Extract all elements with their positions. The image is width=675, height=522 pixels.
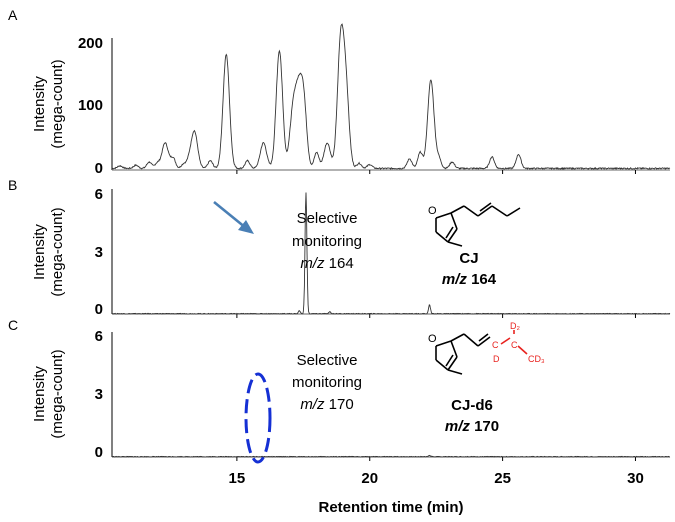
- x-tick-label: 20: [361, 470, 378, 487]
- cj-d6-oxygen: O: [428, 333, 437, 345]
- panel-b-ylabel-line2: (mega-count): [49, 207, 66, 296]
- peak-arrow: [213, 200, 254, 234]
- panel-a-ytick-mid: 100: [78, 97, 103, 114]
- cj-mz: m/z 164: [442, 271, 497, 288]
- panel-c-label: C: [8, 317, 18, 333]
- panel-b-ytick-top: 6: [95, 186, 103, 203]
- cj-d6-d1: D: [493, 354, 500, 364]
- panel-b-mz-label: m/z: [300, 255, 325, 272]
- panel-a-label: A: [8, 7, 18, 23]
- cj-d6-mz-label: m/z: [445, 418, 471, 435]
- x-tick-labels: 15 20 25 30: [229, 470, 644, 487]
- panel-b-annotation-line1: Selective: [297, 210, 358, 227]
- panel-c-ylabel-line2: (mega-count): [49, 349, 66, 438]
- cj-name: CJ: [459, 250, 478, 267]
- cj-mz-value: 164: [467, 271, 497, 288]
- cj-d6-d2: D₂: [510, 321, 520, 331]
- panel-a-ylabel-line1: Intensity: [31, 76, 48, 132]
- panel-b-mz-value: 164: [324, 255, 353, 272]
- panel-b-ytick-zero: 0: [95, 301, 103, 318]
- panel-c-ytick-mid: 3: [95, 386, 103, 403]
- cj-d6-cd3: CD₃: [528, 354, 545, 364]
- panel-c-annotation-line3: m/z 170: [300, 396, 353, 413]
- x-tick-label: 25: [494, 470, 511, 487]
- cj-oxygen: O: [428, 205, 437, 217]
- panel-c-annotation-line2: monitoring: [292, 374, 362, 391]
- panel-b-ylabel-line1: Intensity: [31, 224, 48, 280]
- x-axis-label: Retention time (min): [319, 499, 464, 516]
- panel-c-ytick-zero: 0: [95, 444, 103, 461]
- panel-b: B Intensity (mega-count) 6 3 0 Selective…: [8, 177, 671, 318]
- x-tick-label: 15: [229, 470, 246, 487]
- cj-d6-mz-value: 170: [470, 418, 499, 435]
- cj-d6-carbon-2: C: [511, 340, 518, 350]
- panel-b-annotation-line2: monitoring: [292, 233, 362, 250]
- cj-d6-name: CJ-d6: [451, 397, 493, 414]
- panel-c-mz-value: 170: [324, 396, 353, 413]
- panel-c-trace: [111, 454, 671, 458]
- panel-b-annotation-line3: m/z 164: [300, 255, 353, 272]
- panel-c-ylabel-line1: Intensity: [31, 366, 48, 422]
- panel-a-ytick-top: 200: [78, 35, 103, 52]
- panel-b-trace: [111, 192, 671, 315]
- cj-mz-label: m/z: [442, 271, 468, 288]
- panel-c-ytick-top: 6: [95, 328, 103, 345]
- x-tick-label: 30: [627, 470, 644, 487]
- panel-c: C Intensity (mega-count) 6 3 0 Selective…: [8, 317, 671, 464]
- missing-peak-ellipse: [244, 372, 272, 464]
- cj-structure: [435, 202, 521, 247]
- panel-b-label: B: [8, 177, 17, 193]
- cj-d6-mz: m/z 170: [445, 418, 499, 435]
- cj-d6-carbon-1: C: [492, 340, 499, 350]
- panel-c-annotation-line1: Selective: [297, 352, 358, 369]
- panel-a-ytick-zero: 0: [95, 160, 103, 177]
- panel-a-trace: [111, 23, 671, 170]
- cj-d6-deuterated-bonds: [500, 330, 528, 355]
- panel-a: A Intensity (mega-count) 200 100 0: [8, 7, 671, 177]
- panel-c-mz-label: m/z: [300, 396, 325, 413]
- panel-b-ytick-mid: 3: [95, 244, 103, 261]
- panel-a-ylabel-line2: (mega-count): [49, 59, 66, 148]
- cj-d6-structure: [435, 333, 491, 375]
